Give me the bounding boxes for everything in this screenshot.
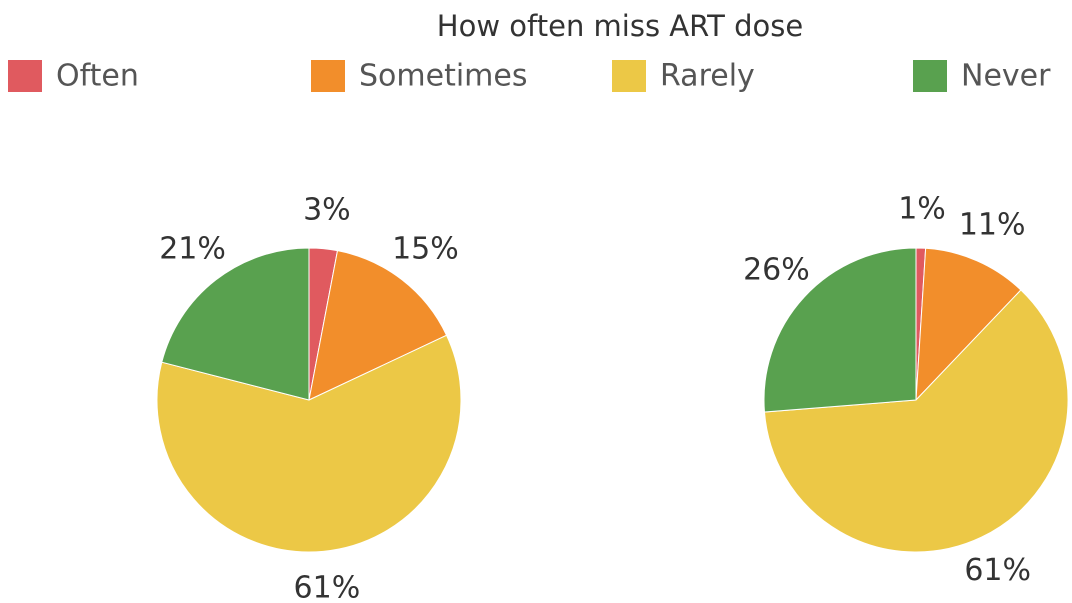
pie-slice — [308, 250, 448, 401]
legend-swatch — [612, 60, 646, 92]
value-label: 26% — [743, 253, 810, 288]
value-label: 21% — [159, 231, 226, 266]
legend-swatch — [8, 60, 42, 92]
value-label: 61% — [294, 571, 361, 603]
legend-swatch — [311, 60, 345, 92]
legend-label: Often — [56, 59, 139, 94]
legend-swatch — [913, 60, 947, 92]
value-label: 61% — [964, 553, 1031, 588]
pie-slice — [161, 247, 310, 401]
legend-label: Rarely — [660, 59, 755, 94]
pie-slice — [156, 334, 462, 553]
chart-title: How often miss ART dose — [437, 9, 803, 43]
value-label: 11% — [959, 207, 1026, 242]
legend-label: Never — [961, 59, 1051, 94]
legend-label: Sometimes — [359, 59, 528, 94]
value-label: 3% — [303, 192, 351, 227]
pie-slice — [915, 247, 1022, 402]
value-label: 1% — [898, 192, 946, 227]
pie-slice — [763, 289, 1069, 553]
pie-slice — [763, 247, 917, 413]
value-label: 15% — [392, 231, 459, 266]
